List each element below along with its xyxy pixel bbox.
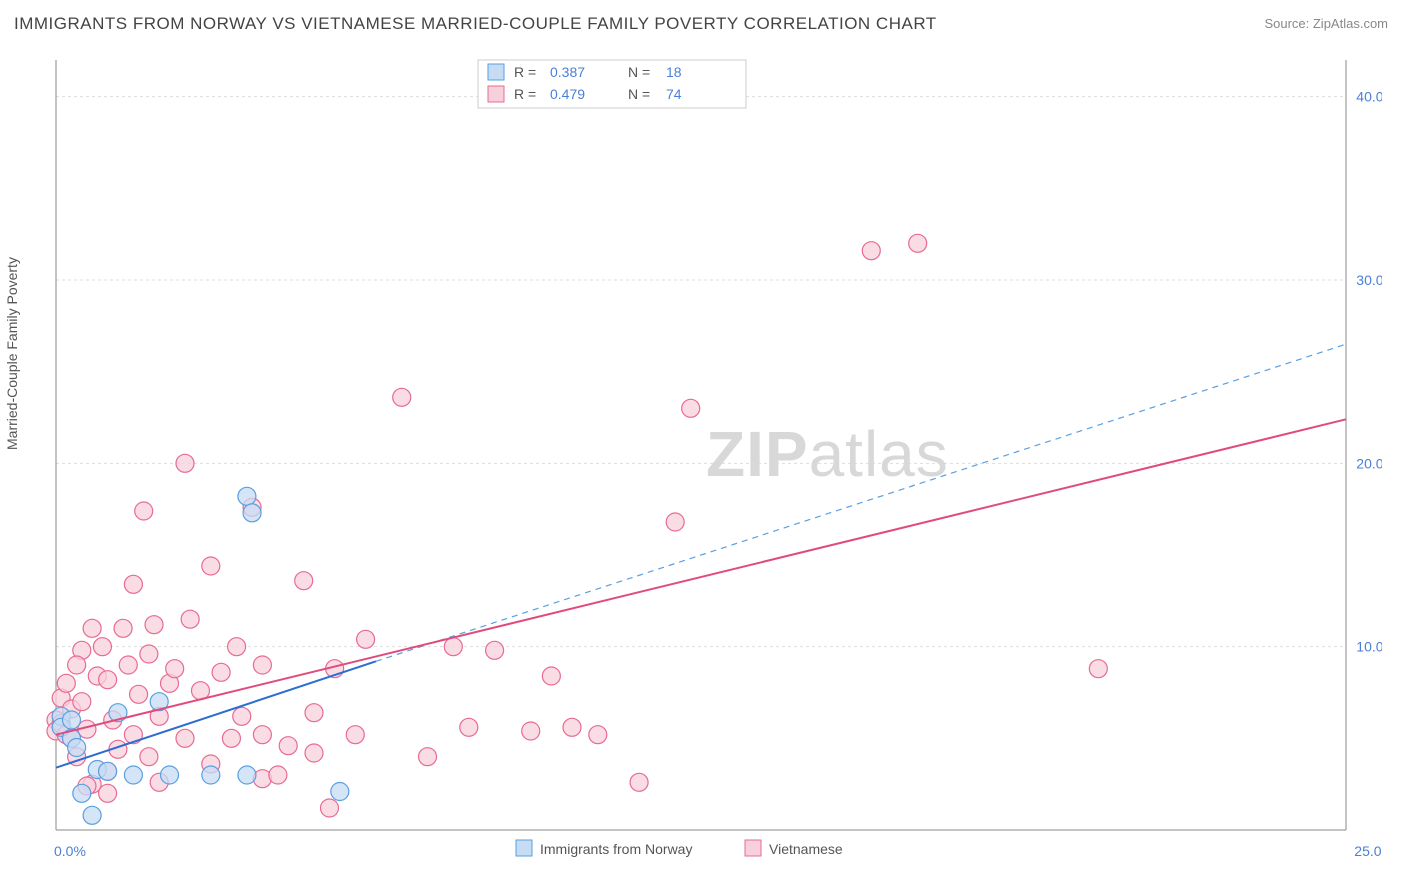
data-point [83,619,101,637]
data-point [542,667,560,685]
data-point [212,663,230,681]
data-point [305,704,323,722]
data-point [589,726,607,744]
data-point [73,693,91,711]
data-point [83,806,101,824]
data-point [145,616,163,634]
legend-swatch [516,840,532,856]
data-point [222,729,240,747]
trend-line [56,419,1346,734]
data-point [233,707,251,725]
data-point [114,619,132,637]
data-point [486,641,504,659]
data-point [99,671,117,689]
data-point [176,729,194,747]
data-point [202,557,220,575]
data-point [444,638,462,656]
data-point [460,718,478,736]
data-point [238,766,256,784]
data-point [73,784,91,802]
legend-n-value: 18 [666,64,682,80]
data-point [166,660,184,678]
data-point [68,739,86,757]
data-point [119,656,137,674]
watermark: ZIPatlas [706,418,949,490]
data-point [130,685,148,703]
data-point [99,784,117,802]
legend-swatch [745,840,761,856]
data-point [93,638,111,656]
y-tick-label: 40.0% [1356,89,1382,105]
y-tick-label: 10.0% [1356,639,1382,655]
legend-series-label: Vietnamese [769,841,843,857]
legend-series-label: Immigrants from Norway [540,841,692,857]
legend-r-label: R = [514,86,536,102]
data-point [666,513,684,531]
legend-swatch [488,86,504,102]
data-point [135,502,153,520]
data-point [202,766,220,784]
data-point [140,748,158,766]
data-point [176,454,194,472]
data-point [346,726,364,744]
x-tick-max: 25.0% [1354,843,1382,859]
data-point [62,711,80,729]
scatter-chart: 10.0% 20.0% 30.0% 40.0% ZIPatlas 0.0% 25.0% R =… [46,46,1382,866]
data-point [253,656,271,674]
data-point [320,799,338,817]
legend-n-label: N = [628,64,650,80]
data-point [181,610,199,628]
data-point [331,783,349,801]
data-point [243,504,261,522]
data-point [357,630,375,648]
data-point [238,487,256,505]
legend-r-value: 0.479 [550,86,585,102]
legend-r-label: R = [514,64,536,80]
data-point [161,766,179,784]
data-point [68,656,86,674]
y-tick-label: 20.0% [1356,455,1382,471]
legend-swatch [488,64,504,80]
data-point [522,722,540,740]
data-point [393,388,411,406]
legend-r-value: 0.387 [550,64,585,80]
data-point [1089,660,1107,678]
data-point [140,645,158,663]
data-point [99,762,117,780]
data-point [228,638,246,656]
trend-line-dashed [376,344,1346,661]
data-point [305,744,323,762]
data-point [682,399,700,417]
legend-n-value: 74 [666,86,682,102]
chart-title: IMMIGRANTS FROM NORWAY VS VIETNAMESE MAR… [14,14,937,34]
data-point [295,572,313,590]
y-tick-label: 30.0% [1356,272,1382,288]
source-label: Source: ZipAtlas.com [1264,16,1388,31]
data-point [563,718,581,736]
data-point [862,242,880,260]
data-point [630,773,648,791]
y-axis-label: Married-Couple Family Poverty [4,257,20,450]
data-point [909,234,927,252]
data-point [124,766,142,784]
data-point [57,674,75,692]
data-point [279,737,297,755]
data-point [124,575,142,593]
legend-n-label: N = [628,86,650,102]
data-point [419,748,437,766]
data-point [269,766,287,784]
x-tick-min: 0.0% [54,843,86,859]
data-point [253,726,271,744]
